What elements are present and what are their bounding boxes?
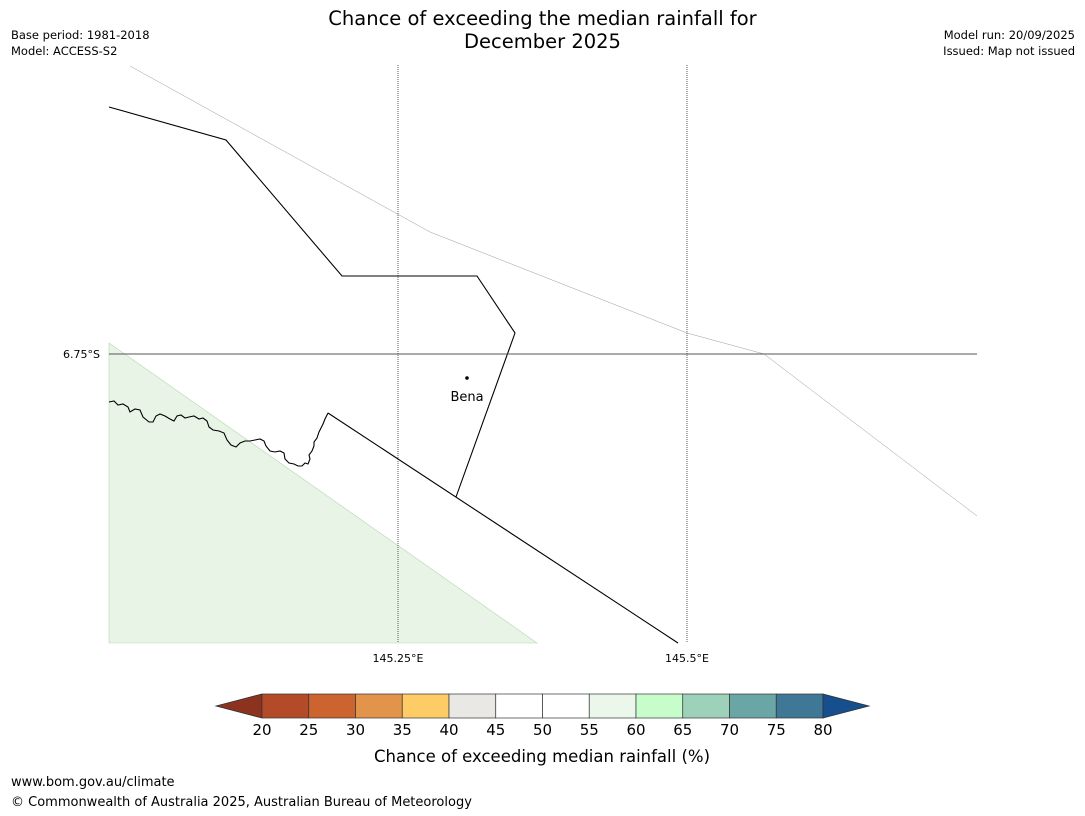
colorbar-cell [775, 693, 824, 719]
colorbar-over-arrow [822, 693, 871, 719]
model-text: Model: ACCESS-S2 [11, 44, 118, 58]
colorbar-under-arrow [214, 693, 263, 719]
province-boundary [108, 106, 516, 498]
colorbar-label: Chance of exceeding median rainfall (%) [374, 747, 710, 766]
colorbar-cell [542, 693, 590, 719]
colorbar-cell [261, 693, 310, 719]
title-line-2: December 2025 [464, 30, 621, 53]
colorbar: 20 25 30 35 40 45 50 55 60 65 70 75 80 Chance of exc… [214, 693, 871, 766]
model-run-text: Model run: 20/09/2025 [943, 28, 1075, 42]
place-label: Bena [450, 390, 483, 405]
colorbar-tick-label: 20 [252, 721, 271, 739]
colorbar-tick-label: 65 [673, 721, 692, 739]
lat-label: 6.75°S [63, 348, 100, 361]
colorbar-tick-label: 25 [299, 721, 318, 739]
colorbar-cell [448, 693, 497, 719]
colorbar-tick-label: 70 [720, 721, 739, 739]
colorbar-tick-label: 45 [486, 721, 505, 739]
colorbar-tick-label: 60 [626, 721, 645, 739]
colorbar-cell [355, 693, 403, 719]
meta-left: Base period: 1981-2018 Model: ACCESS-S2 [11, 27, 150, 59]
map-title: Chance of exceeding the median rainfall … [0, 7, 1085, 53]
colorbar-cell [308, 693, 356, 719]
colorbar-cell [635, 693, 684, 719]
map-panel: 6.75°S 145.25°E 145.5°E Bena [63, 65, 978, 665]
colorbar-tick-label: 30 [346, 721, 365, 739]
colorbar-tick-labels: 20 25 30 35 40 45 50 55 60 65 70 75 80 [252, 721, 832, 739]
footer-copyright: © Commonwealth of Australia 2025, Austra… [11, 795, 472, 810]
colorbar-tick-label: 35 [393, 721, 412, 739]
footer-url: www.bom.gov.au/climate [11, 775, 175, 790]
colorbar-tick-label: 80 [813, 721, 832, 739]
colorbar-cell [401, 693, 450, 719]
colorbar-cell [682, 693, 730, 719]
place-marker [465, 376, 469, 380]
lon-label-1: 145.25°E [373, 652, 424, 665]
meta-right: Model run: 20/09/2025 Issued: Map not is… [943, 27, 1075, 59]
province-boundary-south [327, 412, 679, 644]
green-region [108, 342, 538, 644]
colorbar-tick-label: 55 [580, 721, 599, 739]
issued-text: Issued: Map not issued [943, 44, 1075, 58]
base-period-text: Base period: 1981-2018 [11, 28, 150, 42]
title-line-1: Chance of exceeding the median rainfall … [328, 7, 757, 30]
colorbar-cell [495, 693, 543, 719]
colorbar-tick-label: 50 [533, 721, 552, 739]
colorbar-cell [588, 693, 637, 719]
colorbar-cell [729, 693, 777, 719]
colorbar-tick-label: 75 [767, 721, 786, 739]
coastline [108, 400, 329, 467]
colorbar-cells [261, 693, 824, 719]
lon-label-2: 145.5°E [665, 652, 709, 665]
colorbar-tick-label: 40 [439, 721, 458, 739]
